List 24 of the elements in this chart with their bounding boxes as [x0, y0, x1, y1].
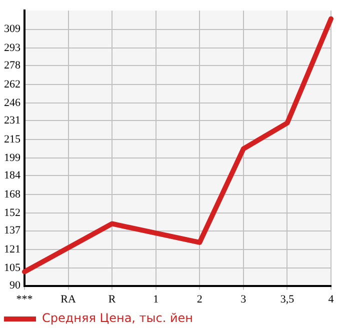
x-tick-label: 2 [196, 293, 202, 306]
y-tick-label: 137 [4, 224, 21, 237]
y-tick-label: 105 [4, 262, 21, 274]
y-tick-label: 90 [10, 280, 21, 292]
y-tick-label: 184 [4, 170, 21, 182]
x-tick-label: 3 [240, 293, 247, 306]
y-tick-label: 309 [4, 23, 21, 36]
y-tick-label: 199 [4, 152, 21, 164]
y-tick-label: 246 [4, 97, 21, 110]
y-tick-label: 215 [4, 133, 21, 146]
x-tick-label: 3,5 [280, 293, 295, 306]
y-tick-label: 262 [4, 78, 20, 90]
y-tick-label: 293 [4, 42, 21, 54]
legend-label: Средняя Цена, тыс. йен [42, 311, 194, 326]
x-tick-label: *** [16, 293, 33, 306]
x-tick-label: 1 [153, 293, 159, 306]
y-tick-label: 152 [4, 207, 20, 220]
y-tick-label: 121 [4, 243, 20, 256]
x-tick-label: 4 [328, 293, 334, 306]
y-tick-label: 168 [4, 188, 21, 200]
x-tick-label: RA [60, 293, 76, 306]
y-tick-label: 278 [4, 60, 21, 72]
x-tick-label: R [108, 293, 116, 306]
y-tick-label: 231 [4, 114, 20, 127]
